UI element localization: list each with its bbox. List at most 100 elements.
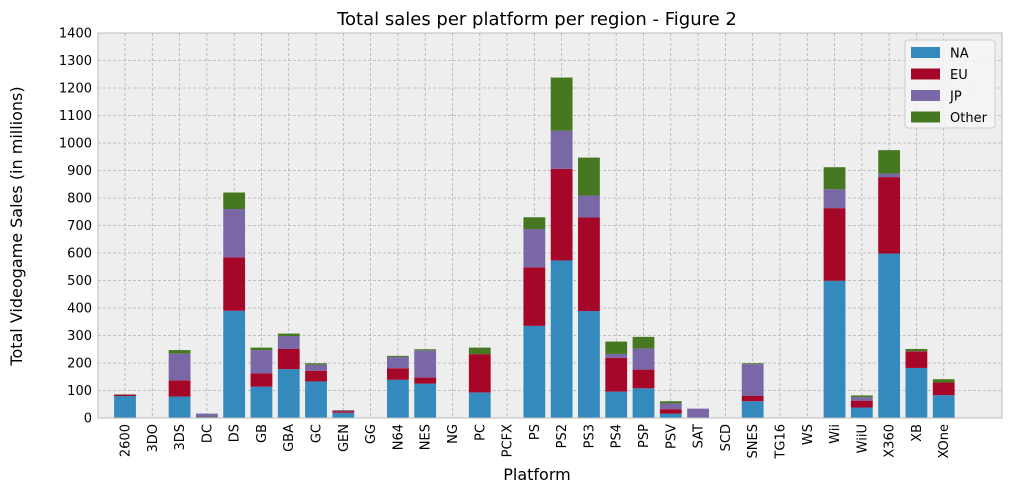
x-tick-label: PS bbox=[528, 424, 543, 440]
bar-eu-ps bbox=[523, 267, 546, 326]
bar-eu-ps3 bbox=[578, 217, 600, 312]
legend-swatch-other bbox=[911, 111, 940, 123]
bar-jp-ps3 bbox=[578, 195, 600, 218]
x-tick-label: PSV bbox=[664, 424, 679, 449]
bar-eu-xone bbox=[932, 382, 955, 396]
bar-na-ds bbox=[223, 310, 246, 418]
bar-na-xb bbox=[905, 367, 928, 418]
bar-na-ps3 bbox=[578, 311, 600, 418]
x-tick-label: GC bbox=[310, 424, 325, 443]
bar-eu-psv bbox=[659, 409, 682, 414]
x-tick-label: 3DS bbox=[173, 424, 188, 451]
y-tick-label: 1000 bbox=[59, 137, 92, 152]
x-tick-label: PS4 bbox=[610, 424, 625, 448]
bar-other-wii bbox=[823, 167, 846, 190]
bar-eu-gc bbox=[305, 370, 327, 382]
y-tick-label: 1200 bbox=[59, 82, 92, 97]
bar-other-3ds bbox=[168, 350, 191, 354]
x-axis-label: Platform bbox=[503, 465, 570, 484]
y-axis-ticks: 0 100 200 300 400 500 600 700 800 900 1000 1100 1200… bbox=[59, 27, 92, 427]
y-tick-label: 300 bbox=[67, 329, 92, 344]
bar-eu-pc bbox=[468, 354, 491, 393]
bar-na-gb bbox=[250, 386, 273, 418]
bar-other-n64 bbox=[387, 355, 409, 357]
y-tick-label: 700 bbox=[67, 219, 92, 234]
x-tick-label: GB bbox=[255, 424, 270, 443]
bar-other-ps bbox=[523, 217, 546, 230]
bar-jp-dc bbox=[195, 413, 218, 417]
bar-eu-ds bbox=[223, 257, 246, 311]
bars bbox=[114, 77, 955, 418]
legend: NA EU JP Other bbox=[904, 39, 996, 129]
y-tick-label: 1400 bbox=[59, 27, 92, 42]
bar-na-2600 bbox=[114, 396, 136, 418]
x-tick-label: Wii bbox=[828, 424, 843, 444]
bar-eu-wii bbox=[823, 208, 846, 281]
bar-other-gb bbox=[250, 347, 273, 351]
legend-box bbox=[904, 39, 996, 129]
bar-na-3ds bbox=[168, 396, 191, 418]
bar-na-x360 bbox=[878, 253, 901, 418]
bar-jp-n64 bbox=[387, 356, 409, 369]
bar-eu-gba bbox=[277, 348, 300, 370]
y-tick-label: 0 bbox=[84, 412, 92, 427]
x-tick-label: SNES bbox=[746, 424, 761, 458]
bar-na-nes bbox=[414, 383, 437, 418]
bar-other-ps4 bbox=[605, 341, 628, 354]
y-tick-label: 1300 bbox=[59, 54, 92, 69]
bar-na-gba bbox=[277, 369, 300, 418]
bar-other-pc bbox=[468, 347, 491, 355]
x-tick-label: N64 bbox=[391, 424, 406, 450]
y-axis-label: Total Videogame Sales (in millions) bbox=[7, 86, 26, 366]
bar-eu-x360 bbox=[878, 177, 901, 254]
bar-jp-gen bbox=[332, 410, 355, 412]
legend-swatch-jp bbox=[911, 90, 940, 101]
bar-other-x360 bbox=[878, 150, 901, 174]
legend-swatch-eu bbox=[911, 68, 940, 80]
bar-eu-snes bbox=[741, 396, 764, 402]
bar-na-gc bbox=[305, 381, 327, 418]
legend-label-other: Other bbox=[950, 111, 988, 126]
y-tick-label: 200 bbox=[67, 357, 92, 372]
bar-eu-n64 bbox=[387, 368, 409, 380]
bar-na-n64 bbox=[387, 379, 409, 418]
bar-other-gba bbox=[277, 333, 300, 337]
bar-other-ds bbox=[223, 192, 246, 209]
x-axis-ticks: 2600 3DO 3DS DC DS GB GBA GC GEN GG N64 NES NG PC PCFX… bbox=[119, 424, 953, 460]
x-tick-label: PC bbox=[473, 424, 488, 441]
bar-eu-2600 bbox=[114, 394, 136, 396]
x-tick-label: PS3 bbox=[582, 424, 597, 448]
bar-na-ps4 bbox=[605, 391, 628, 418]
x-tick-label: XB bbox=[910, 424, 925, 442]
x-tick-label: 2600 bbox=[119, 424, 134, 457]
bar-other-ps2 bbox=[550, 77, 573, 131]
x-tick-label: X360 bbox=[883, 424, 898, 458]
bar-other-nes bbox=[414, 349, 437, 351]
bar-jp-gb bbox=[250, 350, 273, 374]
bar-jp-sat bbox=[687, 408, 709, 418]
bar-na-pc bbox=[468, 392, 491, 418]
x-tick-label: GEN bbox=[337, 424, 352, 452]
x-tick-label: DC bbox=[200, 424, 215, 443]
legend-label-eu: EU bbox=[950, 68, 968, 83]
bar-other-wiiu bbox=[850, 395, 873, 398]
bar-eu-wiiu bbox=[850, 400, 873, 408]
y-tick-label: 900 bbox=[67, 164, 92, 179]
bar-eu-gb bbox=[250, 373, 273, 387]
bar-na-wii bbox=[823, 280, 846, 418]
bar-eu-ps4 bbox=[605, 357, 628, 392]
bar-other-snes bbox=[741, 363, 764, 365]
chart-title: Total sales per platform per region - Fi… bbox=[336, 9, 737, 30]
x-tick-label: GG bbox=[364, 424, 379, 444]
bar-jp-ds bbox=[223, 209, 246, 258]
x-tick-label: WiiU bbox=[855, 424, 870, 453]
bar-eu-dc bbox=[195, 416, 218, 417]
plot-frame bbox=[97, 32, 1003, 419]
x-tick-label: GBA bbox=[282, 424, 297, 452]
legend-label-jp: JP bbox=[949, 90, 962, 105]
bar-eu-3ds bbox=[168, 380, 191, 397]
bar-eu-ps2 bbox=[550, 168, 573, 261]
y-tick-label: 1100 bbox=[59, 109, 92, 124]
bar-jp-nes bbox=[414, 350, 437, 378]
bar-other-ps3 bbox=[578, 157, 600, 196]
